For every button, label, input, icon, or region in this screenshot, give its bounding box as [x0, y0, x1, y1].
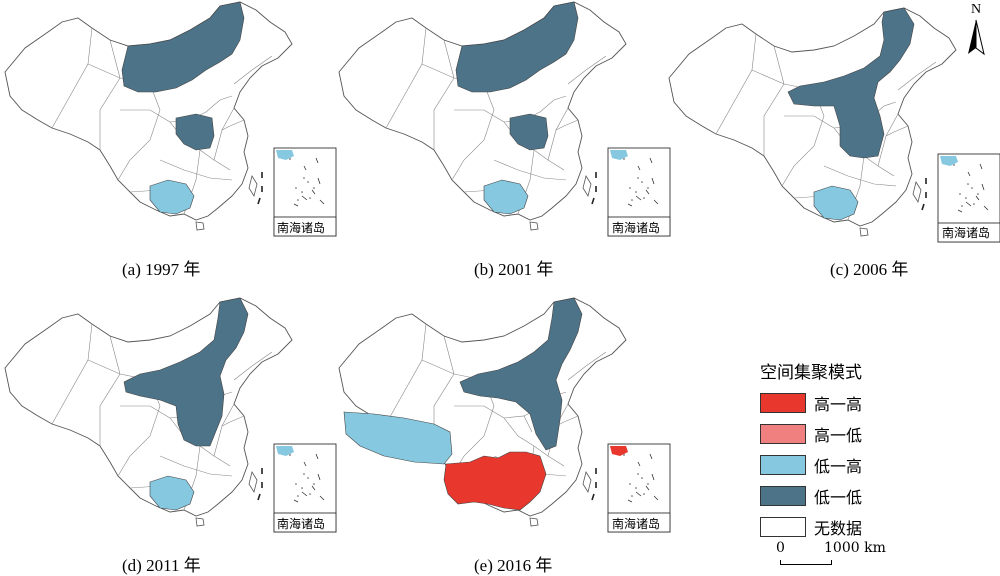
north-arrow-icon [968, 19, 985, 56]
inset-label-2001: 南海诸岛 [612, 221, 661, 235]
legend-swatch [760, 455, 806, 475]
caption-2011: (d) 2011 年 [122, 556, 201, 575]
scale-bar: 0 1000 km [776, 540, 896, 570]
legend-item-low-low: 低一低 [760, 484, 960, 508]
legend-item-high-high: 高一高 [760, 391, 960, 415]
legend-title: 空间集聚模式 [760, 363, 862, 383]
legend-swatch [760, 517, 806, 537]
scale-distance-label: 1000 km [824, 540, 886, 556]
legend-item-no-data: 无数据 [760, 515, 960, 539]
legend-swatch [760, 486, 806, 506]
inset-label-2006: 南海诸岛 [942, 226, 991, 240]
legend-label: 低一低 [814, 488, 863, 507]
scale-zero-label: 0 [776, 540, 785, 556]
legend-swatch [760, 393, 806, 413]
legend-label: 低一高 [814, 457, 863, 476]
legend-item-high-low: 高一低 [760, 422, 960, 446]
north-label: N [971, 2, 982, 17]
map-2011 [4, 297, 337, 533]
inset-label-2011: 南海诸岛 [277, 517, 326, 531]
inset-label-1997: 南海诸岛 [277, 221, 326, 235]
legend: 空间集聚模式 高一高 高一低 低一高 低一低 无数据 [760, 358, 960, 546]
caption-2006: (c) 2006 年 [830, 260, 909, 279]
scale-line [780, 560, 832, 565]
inset-label-2016: 南海诸岛 [612, 517, 661, 531]
legend-item-low-high: 低一高 [760, 453, 960, 477]
legend-label: 无数据 [814, 519, 863, 538]
map-2001 [338, 1, 671, 237]
map-1997 [4, 1, 337, 237]
legend-swatch [760, 424, 806, 444]
caption-2016: (e) 2016 年 [474, 556, 553, 575]
map-2016 [338, 297, 671, 533]
caption-1997: (a) 1997 年 [122, 260, 201, 279]
caption-2001: (b) 2001 年 [474, 260, 554, 279]
north-arrow: N [963, 2, 993, 58]
map-2006 [668, 7, 1000, 243]
legend-label: 高一低 [814, 426, 863, 445]
legend-label: 高一高 [814, 395, 863, 414]
